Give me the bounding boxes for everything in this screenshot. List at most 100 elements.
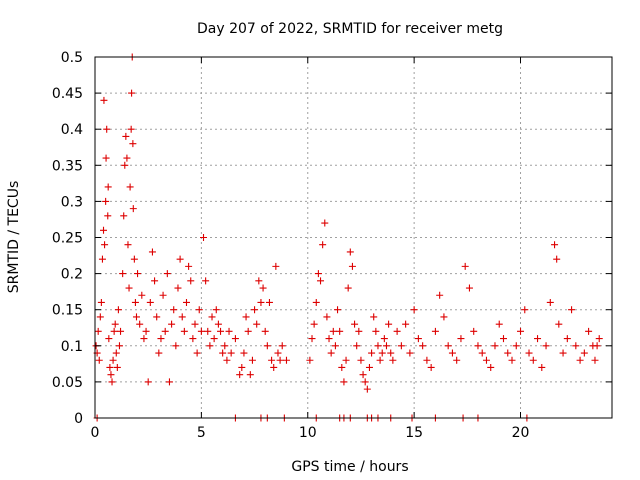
data-point xyxy=(140,335,148,343)
data-point xyxy=(563,335,571,343)
data-point xyxy=(487,363,495,371)
axis-ticks xyxy=(94,56,612,419)
data-point xyxy=(105,335,113,343)
data-point xyxy=(244,327,252,335)
data-point xyxy=(191,320,199,328)
data-point xyxy=(111,320,119,328)
data-point xyxy=(340,378,348,386)
data-point xyxy=(238,363,246,371)
data-point xyxy=(127,125,135,133)
data-point xyxy=(121,161,129,169)
data-point xyxy=(436,291,444,299)
data-point xyxy=(268,356,276,364)
data-point xyxy=(321,219,329,227)
data-point xyxy=(159,291,167,299)
data-point xyxy=(163,270,171,278)
data-point xyxy=(517,327,525,335)
data-point xyxy=(182,298,190,306)
data-point xyxy=(109,356,117,364)
data-point xyxy=(504,349,512,357)
data-point xyxy=(382,342,390,350)
data-point xyxy=(453,356,461,364)
y-tick-label: 0.3 xyxy=(61,194,83,210)
data-point xyxy=(593,342,601,350)
data-point xyxy=(440,313,448,321)
data-point xyxy=(185,262,193,270)
data-point xyxy=(448,349,456,357)
data-point xyxy=(572,342,580,350)
data-point xyxy=(580,349,588,357)
data-point xyxy=(219,349,227,357)
data-point xyxy=(128,89,136,97)
data-point xyxy=(270,363,278,371)
data-point xyxy=(389,356,397,364)
y-tick-label: 0.45 xyxy=(52,86,83,102)
data-point xyxy=(278,342,286,350)
data-point xyxy=(317,277,325,285)
data-point xyxy=(202,277,210,285)
x-tick-label: 5 xyxy=(197,425,206,441)
data-point xyxy=(525,349,533,357)
data-point xyxy=(306,356,314,364)
data-point xyxy=(508,356,516,364)
data-point xyxy=(329,327,337,335)
data-point xyxy=(312,298,320,306)
data-point xyxy=(461,262,469,270)
data-point xyxy=(110,327,118,335)
data-point xyxy=(225,327,233,335)
data-point xyxy=(94,327,102,335)
data-point xyxy=(187,277,195,285)
data-point xyxy=(331,342,339,350)
data-point xyxy=(153,313,161,321)
data-point xyxy=(542,342,550,350)
data-point xyxy=(208,313,216,321)
data-point xyxy=(338,363,346,371)
data-point xyxy=(104,212,112,220)
data-point xyxy=(457,335,465,343)
data-point xyxy=(372,327,380,335)
data-point xyxy=(130,255,138,263)
data-point xyxy=(551,241,559,249)
data-point xyxy=(470,327,478,335)
x-tick-label: 10 xyxy=(299,425,317,441)
data-point xyxy=(174,284,182,292)
data-point xyxy=(357,356,365,364)
data-point xyxy=(378,349,386,357)
data-point xyxy=(387,349,395,357)
data-point xyxy=(361,378,369,386)
data-point xyxy=(155,349,163,357)
data-point xyxy=(223,356,231,364)
y-tick-label: 0.35 xyxy=(52,158,83,174)
data-point xyxy=(142,327,150,335)
data-point xyxy=(365,363,373,371)
grid-lines xyxy=(95,57,612,418)
data-point xyxy=(385,320,393,328)
data-point xyxy=(240,349,248,357)
data-point xyxy=(189,335,197,343)
x-tick-label: 15 xyxy=(405,425,423,441)
data-point xyxy=(410,306,418,314)
data-point xyxy=(559,349,567,357)
data-point xyxy=(124,241,132,249)
data-point xyxy=(253,320,261,328)
data-point xyxy=(414,335,422,343)
tick-labels: 0 5 10 15 20 0 0.05 0.1 0.15 0.2 0.25 0.3 0.35 0.4 0.4… xyxy=(52,50,530,441)
data-point xyxy=(478,349,486,357)
data-point xyxy=(136,320,144,328)
data-point xyxy=(112,349,120,357)
data-point xyxy=(323,313,331,321)
data-point xyxy=(148,248,156,256)
data-point xyxy=(131,298,139,306)
data-point xyxy=(98,255,106,263)
data-point xyxy=(257,298,265,306)
data-point xyxy=(465,284,473,292)
data-point xyxy=(538,363,546,371)
data-point xyxy=(114,306,122,314)
y-tick-label: 0.05 xyxy=(52,375,83,391)
data-point xyxy=(376,356,384,364)
data-point xyxy=(180,327,188,335)
data-point xyxy=(325,335,333,343)
data-point xyxy=(197,327,205,335)
